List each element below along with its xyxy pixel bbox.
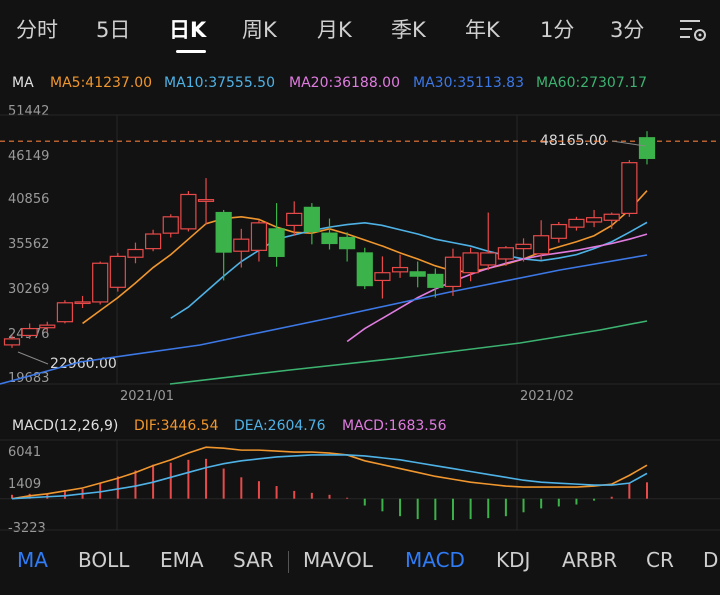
candle-body [127, 248, 144, 258]
candle-body [215, 211, 232, 253]
period-tabs: 分时 5日 日K 周K 月K 季K 年K 1分 3分 [0, 0, 720, 60]
ma-line-ma20 [346, 233, 648, 343]
low-price-annotation: 22960.00 [50, 356, 117, 372]
tab-quarterly-k[interactable]: 季K [391, 18, 426, 42]
ma-line-ma10 [170, 221, 648, 319]
candle-body [515, 243, 532, 250]
indicator-tab-cr[interactable]: CR [646, 548, 674, 572]
price-tick: 35562 [8, 237, 50, 252]
indicator-tab-ema[interactable]: EMA [160, 548, 204, 572]
tab-3min[interactable]: 3分 [610, 18, 645, 42]
indicator-tab-arbr[interactable]: ARBR [562, 548, 618, 572]
indicator-tab-mavol[interactable]: MAVOL [303, 548, 373, 572]
tab-separator [288, 551, 289, 573]
price-tick: 30269 [8, 282, 50, 297]
candle-body [533, 235, 550, 255]
candle-body [74, 301, 91, 305]
ma-line-ma60 [169, 320, 648, 385]
candle-body [427, 273, 444, 288]
indicator-tab-ma[interactable]: MA [17, 548, 48, 572]
candle-body [303, 206, 320, 233]
indicator-tab-kdj[interactable]: KDJ [496, 548, 531, 572]
candle-body [356, 252, 373, 287]
tab-daily-k[interactable]: 日K [169, 18, 207, 42]
tab-weekly-k[interactable]: 周K [242, 18, 277, 42]
tab-yearly-k[interactable]: 年K [465, 18, 500, 42]
indicator-tab-macd[interactable]: MACD [405, 548, 465, 572]
dif-value: DIF:3446.54 [134, 418, 219, 434]
date-tick: 2021/01 [120, 389, 175, 404]
macd-tick: -3223 [8, 521, 46, 536]
candle-body [321, 232, 338, 245]
macd-tick: 1409 [8, 477, 42, 492]
settings-icon[interactable] [678, 16, 710, 46]
active-tab-underline [176, 50, 206, 53]
ma-label: MA [12, 75, 34, 91]
candle-body [391, 266, 409, 273]
ma20-value: MA20:36188.00 [289, 75, 400, 91]
macd-tick: 6041 [8, 445, 42, 460]
tab-1min[interactable]: 1分 [540, 18, 575, 42]
ma-line-ma30 [0, 254, 648, 385]
candle-body [568, 218, 585, 228]
date-tick: 2021/02 [520, 389, 575, 404]
candle-body [374, 272, 391, 282]
candle-body [21, 327, 38, 337]
ma5-value: MA5:41237.00 [50, 75, 153, 91]
candle-body [180, 193, 197, 230]
dea-value: DEA:2604.76 [234, 418, 326, 434]
macd-value: MACD:1683.56 [342, 418, 447, 434]
candle-body [56, 302, 74, 323]
candle-body [233, 238, 250, 252]
candle-body [585, 217, 603, 223]
candle-body [621, 162, 638, 214]
candle-body [197, 199, 215, 202]
low-pointer [17, 351, 49, 365]
candle-body [162, 216, 179, 234]
macd-dif-line [11, 446, 648, 500]
tab-5day[interactable]: 5日 [96, 18, 131, 42]
candle-body [145, 233, 162, 250]
price-tick: 40856 [8, 192, 50, 207]
tab-monthly-k[interactable]: 月K [317, 18, 352, 42]
macd-label: MACD(12,26,9) [12, 418, 119, 434]
ma-line-ma5 [82, 190, 648, 325]
candle-body [603, 213, 620, 221]
candle-body [39, 324, 56, 329]
candle-body [409, 271, 426, 277]
candle-body [339, 236, 356, 250]
candle-body [462, 252, 479, 274]
indicator-tab-d[interactable]: D [703, 548, 719, 572]
candle-body [3, 338, 21, 346]
candle-body [480, 252, 497, 266]
candle-body [268, 228, 285, 257]
indicator-tab-sar[interactable]: SAR [233, 548, 274, 572]
tab-fenshi[interactable]: 分时 [16, 18, 58, 42]
candle-body [550, 223, 567, 239]
candle-body [109, 255, 126, 288]
candle-body [250, 222, 268, 251]
high-pointer [611, 140, 646, 147]
ma30-value: MA30:35113.83 [413, 75, 524, 91]
ma60-value: MA60:27307.17 [536, 75, 647, 91]
candle-body [92, 262, 109, 303]
high-price-annotation: 48165.00 [540, 133, 607, 149]
candle-body [638, 137, 656, 159]
candle-body [286, 212, 303, 227]
indicator-tab-boll[interactable]: BOLL [78, 548, 130, 572]
ma10-value: MA10:37555.50 [164, 75, 275, 91]
price-tick: 19683 [8, 371, 50, 386]
candle-body [444, 256, 462, 288]
candle-body [497, 247, 514, 260]
macd-dea-line [11, 454, 648, 500]
price-tick: 46149 [8, 149, 50, 164]
